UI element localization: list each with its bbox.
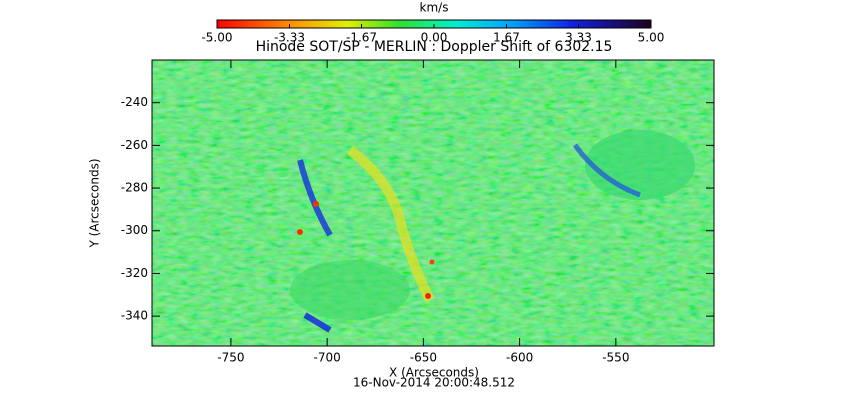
x-tick-label: -650 — [410, 351, 437, 365]
chart-title: Hinode SOT/SP - MERLIN : Doppler Shift o… — [256, 39, 613, 55]
colorbar-tick-label: 3.33 — [565, 31, 592, 45]
colorbar-label: km/s — [420, 1, 449, 15]
x-axis-label: X (Arcseconds) — [389, 366, 479, 380]
y-axis-label: Y (Arcseconds) — [88, 158, 102, 248]
colorbar-tick-label: -5.00 — [201, 31, 232, 45]
colorbar-tick-label: 5.00 — [638, 31, 665, 45]
y-tick-label: -320 — [121, 266, 148, 280]
x-tick-label: -750 — [217, 351, 244, 365]
y-tick-label: -240 — [121, 95, 148, 109]
y-tick-label: -300 — [121, 223, 148, 237]
x-tick-label: -600 — [506, 351, 533, 365]
doppler-image — [152, 60, 714, 346]
colorbar-tick-label: -1.67 — [346, 31, 377, 45]
date-label: 16-Nov-2014 20:00:48.512 — [353, 376, 515, 390]
colorbar-tick-label: -3.33 — [274, 31, 305, 45]
x-tick-label: -550 — [602, 351, 629, 365]
y-tick-label: -280 — [121, 181, 148, 195]
x-tick-label: -700 — [314, 351, 341, 365]
plot-frame — [151, 59, 715, 347]
y-tick-label: -340 — [121, 309, 148, 323]
colorbar-tick-label: 1.67 — [493, 31, 520, 45]
y-tick-label: -260 — [121, 138, 148, 152]
colorbar-tick-label: 0.00 — [421, 31, 448, 45]
